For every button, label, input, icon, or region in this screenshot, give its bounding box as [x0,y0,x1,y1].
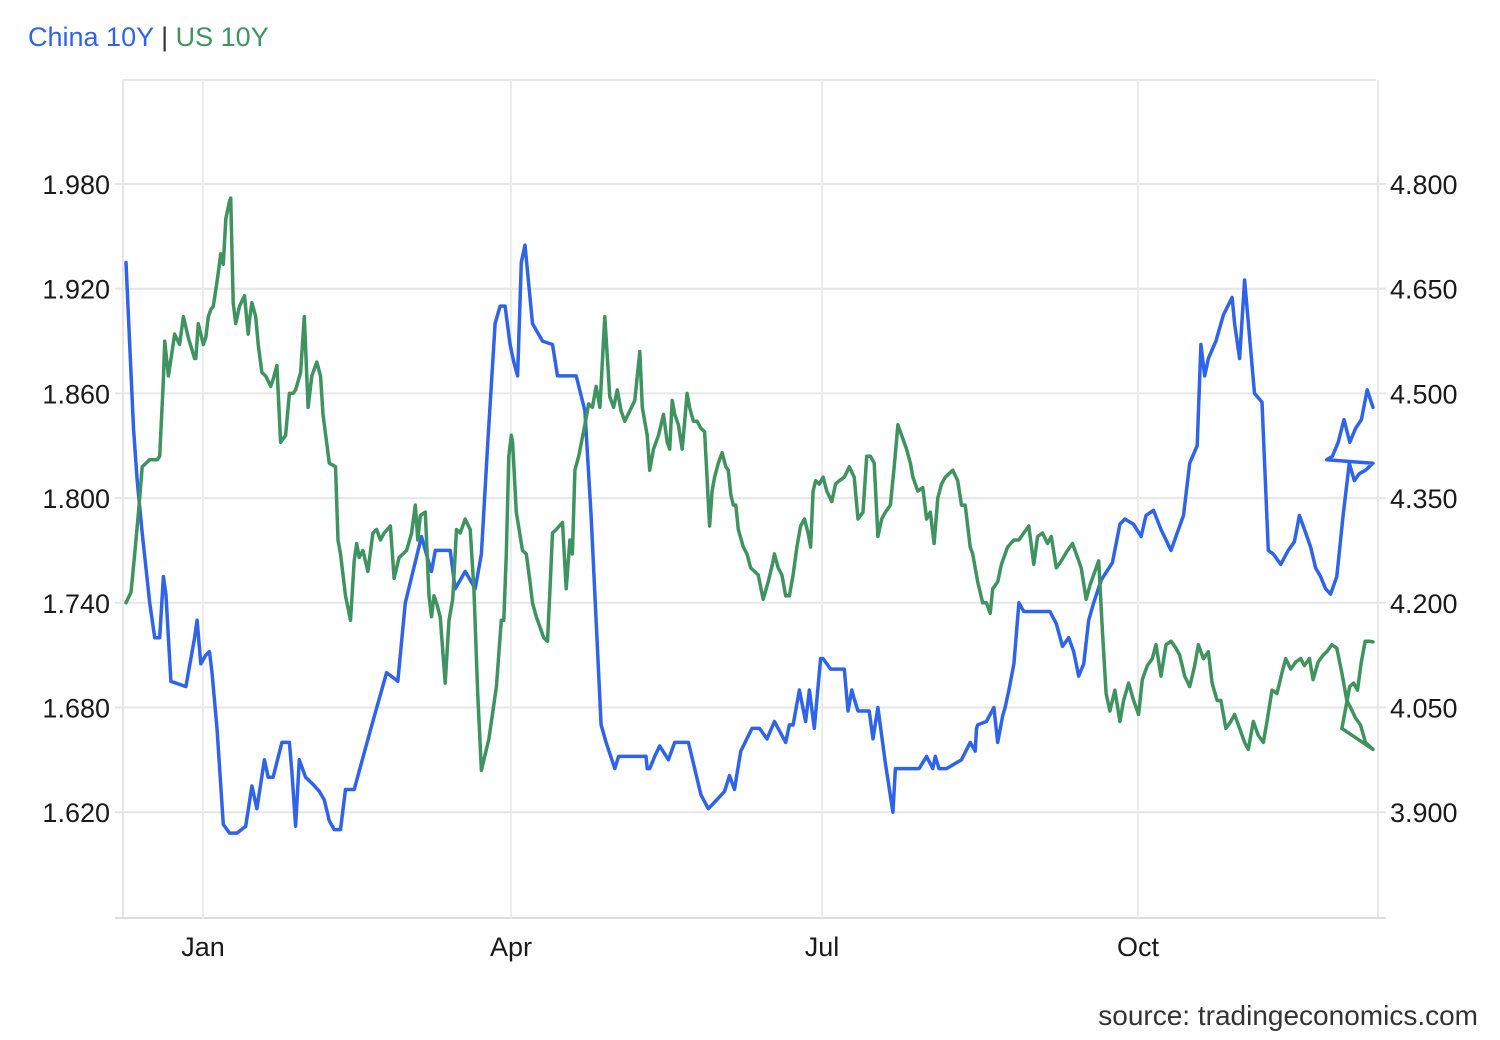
source-attribution: source: tradingeconomics.com [1098,1000,1478,1031]
legend-separator: | [161,22,169,52]
x-axis-tick: Jul [805,932,840,962]
right-axis-tick: 4.050 [1390,694,1458,724]
left-axis-tick: 1.620 [42,798,110,828]
legend-us-10y[interactable]: US 10Y [175,22,269,52]
chart-legend: China 10Y | US 10Y [28,22,269,53]
left-axis-tick: 1.920 [42,275,110,305]
left-axis-tick: 1.980 [42,170,110,200]
left-axis-tick: 1.680 [42,694,110,724]
right-axis-tick: 3.900 [1390,798,1458,828]
x-axis-tick: Jan [181,932,225,962]
right-axis-tick: 4.350 [1390,484,1458,514]
x-axis-tick: Apr [490,932,532,962]
us-10y-line [124,196,1375,773]
left-axis-tick: 1.860 [42,379,110,409]
left-axis-tick: 1.740 [42,589,110,619]
right-axis-tick: 4.200 [1390,589,1458,619]
china-10y-line [124,243,1375,835]
right-axis-tick: 4.650 [1390,275,1458,305]
right-axis-tick: 4.800 [1390,170,1458,200]
right-axis-tick: 4.500 [1390,379,1458,409]
left-axis-tick: 1.800 [42,484,110,514]
x-axis-tick: Oct [1117,932,1160,962]
legend-china-10y[interactable]: China 10Y [28,22,154,52]
